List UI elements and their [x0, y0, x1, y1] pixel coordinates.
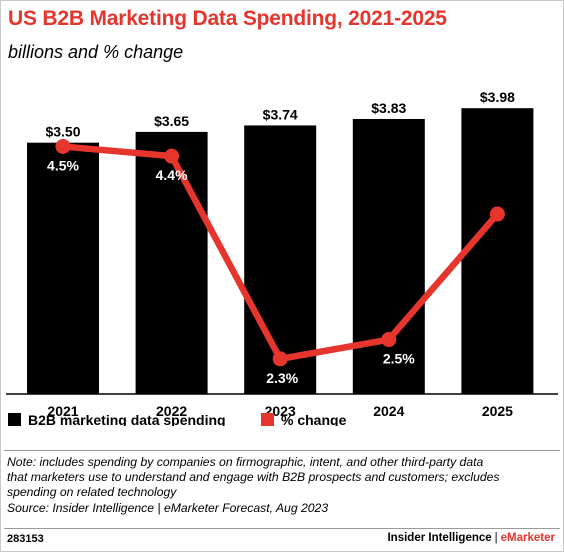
bar-2025 [461, 108, 534, 395]
x-tick-label-2024: 2024 [373, 403, 404, 419]
chart-id: 283153 [7, 533, 44, 545]
x-tick-label-2021: 2021 [47, 403, 78, 419]
line-value-label-2023: 2.3% [266, 370, 298, 386]
chart-title: US B2B Marketing Data Spending, 2021-202… [8, 7, 447, 30]
bar-2021 [27, 142, 99, 394]
legend-swatch-line [261, 413, 274, 426]
bar-2022 [135, 131, 208, 394]
note-line-3: spending on related technology [7, 485, 177, 500]
line-point-2025 [489, 206, 505, 222]
bar-value-label-2024: $3.83 [371, 100, 406, 116]
note-line-1: Note: includes spending by companies on … [7, 455, 484, 469]
line-point-2023 [272, 351, 288, 367]
line-point-2021 [55, 138, 71, 154]
line-point-2022 [164, 148, 180, 164]
line-point-2024 [381, 332, 397, 348]
x-tick-label-2025: 2025 [482, 403, 513, 419]
legend-label-line: % change [281, 412, 347, 426]
chart-note: Note: includes spending by companies on … [7, 455, 559, 516]
labels-layer: $3.502021$3.652022$3.742023$3.832024$3.9… [45, 89, 515, 419]
source-line: Source: Insider Intelligence | eMarketer… [7, 500, 329, 515]
bar-value-label-2025: $3.98 [480, 89, 515, 105]
footer-brand: Insider Intelligence | eMarketer [387, 532, 555, 544]
bar-value-label-2021: $3.50 [45, 124, 80, 140]
brand-separator: | [494, 532, 498, 544]
line-layer [55, 138, 505, 367]
line-value-label-2021: 4.5% [47, 157, 79, 173]
legend-swatch-bars [8, 413, 21, 426]
brand-emarketer: eMarketer [500, 532, 555, 544]
line-value-label-2025: 3.8% [481, 187, 513, 203]
footer-divider [4, 528, 560, 529]
bar-2023 [244, 125, 317, 394]
bar-2024 [352, 118, 425, 394]
chart-subtitle: billions and % change [8, 42, 184, 62]
line-value-label-2024: 2.5% [383, 351, 415, 367]
line-value-label-2022: 4.4% [156, 167, 188, 183]
note-line-2: that marketers use to understand and eng… [7, 470, 500, 485]
chart-area: $3.502021$3.652022$3.742023$3.832024$3.9… [6, 89, 558, 426]
bars-layer [27, 108, 534, 395]
x-tick-label-2022: 2022 [156, 403, 187, 419]
brand-insider-intelligence: Insider Intelligence [387, 532, 492, 544]
bar-value-label-2022: $3.65 [154, 113, 189, 129]
bar-value-label-2023: $3.74 [263, 106, 298, 122]
note-divider [4, 450, 560, 451]
legend-label-bars: B2B marketing data spending [28, 412, 226, 426]
legend: B2B marketing data spending % change [8, 412, 347, 426]
